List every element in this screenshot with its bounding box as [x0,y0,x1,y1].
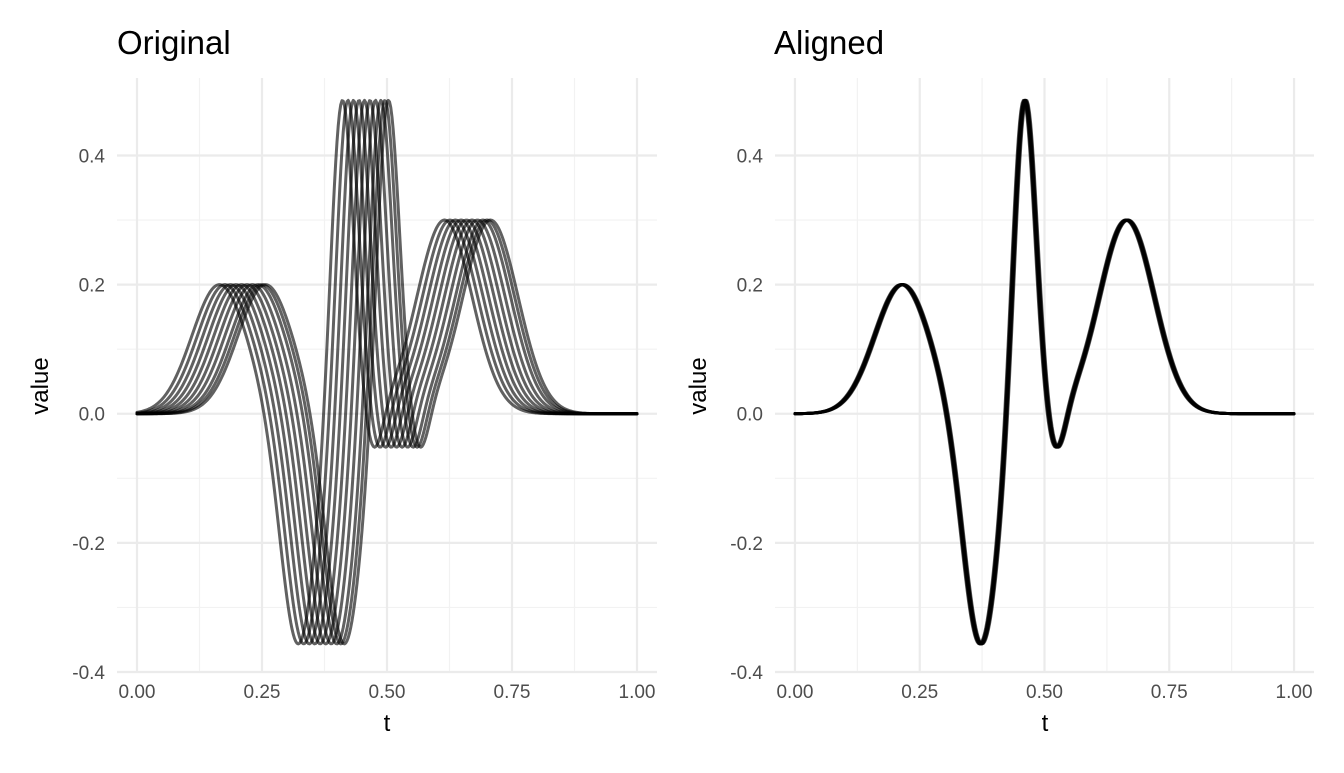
panel-title: Aligned [774,24,884,61]
x-tick-label: 1.00 [619,682,656,703]
y-tick-label: -0.2 [72,534,105,555]
y-tick-label: 0.4 [79,146,106,167]
x-tick-label: 1.00 [1276,682,1313,703]
x-tick-label: 0.00 [776,682,813,703]
x-tick-label: 0.25 [901,682,938,703]
series-line [135,99,639,646]
x-tick-label: 0.75 [494,682,531,703]
x-tick-label: 0.50 [369,682,406,703]
series-line [793,99,1296,646]
x-tick-label: 0.00 [119,682,156,703]
y-tick-label: -0.4 [72,663,105,684]
series-line [135,98,639,646]
y-tick-label: 0.2 [79,276,105,297]
y-tick-label: 0.0 [737,405,763,426]
x-axis-title: t [384,710,391,737]
series-lines [135,98,639,646]
y-tick-label: 0.2 [737,276,763,297]
y-axis-title: value [27,357,54,414]
y-tick-label: -0.2 [730,534,763,555]
panel-original: Original t value 0.00 0.25 0.50 0.75 1.00 -0.… [27,24,657,737]
x-tick-label: 0.25 [244,682,281,703]
x-tick-label: 0.50 [1026,682,1063,703]
y-tick-label: 0.4 [737,146,764,167]
y-tick-label: 0.0 [79,405,105,426]
series-lines [793,98,1296,646]
y-axis-title: value [685,357,712,414]
x-tick-label: 0.75 [1151,682,1188,703]
x-axis-title: t [1042,710,1049,737]
series-line [135,98,639,646]
series-line [135,98,639,646]
panel-title: Original [117,24,231,61]
panel-aligned: Aligned t value 0.00 0.25 0.50 0.75 1.00 -0.4… [685,24,1314,737]
gridlines [775,78,1314,674]
y-tick-label: -0.4 [730,663,763,684]
